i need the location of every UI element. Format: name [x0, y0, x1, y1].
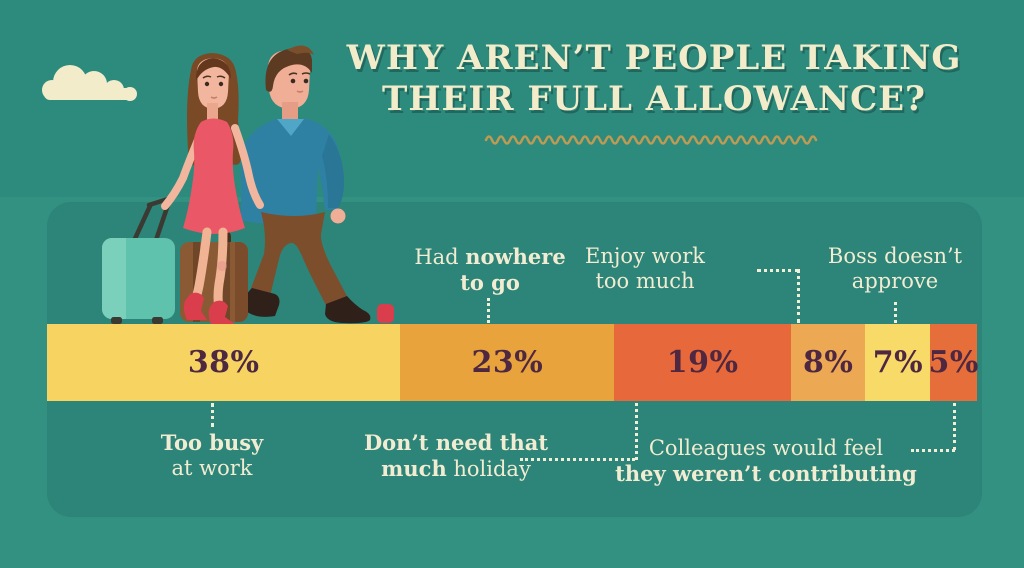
callout-dont-need: Don’t need that much holiday	[364, 430, 548, 482]
callout-text-bold: they weren’t contributing	[615, 461, 917, 486]
stacked-bar: 38% 23% 19% 8% 7% 5%	[47, 324, 979, 401]
dotted-connector-colleagues-v	[953, 403, 956, 450]
bar-segment-enjoy-work: 8%	[790, 324, 866, 401]
callout-text: too much	[595, 269, 695, 293]
percent-label: 5%	[928, 345, 979, 380]
percent-label: 19%	[666, 345, 739, 380]
callout-enjoy-work: Enjoy work too much	[585, 244, 705, 294]
percent-label: 7%	[872, 345, 924, 380]
teal-suitcase-icon	[101, 195, 175, 324]
callout-boss-approve: Boss doesn’t approve	[828, 244, 962, 294]
callout-text: Boss doesn’t	[827, 244, 963, 268]
callout-text-bold: Too busy	[160, 430, 264, 455]
bar-segment-boss: 7%	[865, 324, 931, 401]
travellers-illustration	[101, 45, 394, 324]
bar-segment-had-nowhere: 23%	[400, 324, 615, 401]
callout-text-bold: nowhere	[465, 244, 566, 269]
callout-text-bold: Don’t need that	[363, 430, 549, 455]
cloud-icon	[42, 65, 137, 101]
title-line-1: WHY AREN’T PEOPLE TAKING	[346, 38, 962, 78]
callout-had-nowhere-to-go: Had nowhere to go	[414, 244, 565, 296]
dotted-connector-colleagues-h	[911, 449, 955, 452]
callout-text: Enjoy work	[585, 244, 705, 268]
bar-segment-colleagues: 5%	[928, 324, 979, 401]
percent-label: 38%	[187, 345, 260, 380]
callout-text: Had	[414, 245, 466, 269]
callout-colleagues: Colleagues would feel they weren’t contr…	[615, 436, 917, 487]
callout-text-bold: to go	[460, 270, 520, 295]
percent-label: 8%	[802, 345, 854, 380]
dotted-connector-had-nowhere	[487, 298, 490, 323]
dotted-connector-enjoy-v	[797, 269, 800, 323]
dotted-connector-dont-need-v	[635, 403, 638, 460]
dotted-connector-enjoy-h	[757, 269, 799, 272]
callout-text-bold: much	[381, 456, 447, 481]
bar-segment-dont-need: 19%	[614, 324, 791, 401]
callout-too-busy: Too busy at work	[161, 430, 264, 481]
bar-segment-too-busy: 38%	[47, 324, 401, 401]
callout-text: holiday	[446, 457, 531, 481]
dotted-connector-boss	[894, 302, 897, 323]
title-line-2: THEIR FULL ALLOWANCE?	[382, 79, 926, 119]
squiggle-divider	[484, 135, 818, 145]
red-bag-icon	[377, 304, 394, 323]
callout-text: at work	[171, 456, 253, 480]
page-title: WHY AREN’T PEOPLE TAKING THEIR FULL ALLO…	[347, 38, 962, 120]
callout-text: Colleagues would feel	[648, 436, 884, 460]
callout-text: approve	[851, 269, 939, 293]
man-traveler-icon	[241, 45, 371, 324]
dotted-connector-dont-need-h	[520, 458, 635, 461]
dotted-connector-too-busy	[211, 403, 214, 427]
percent-label: 23%	[471, 345, 544, 380]
woman-traveler-icon	[161, 53, 264, 324]
